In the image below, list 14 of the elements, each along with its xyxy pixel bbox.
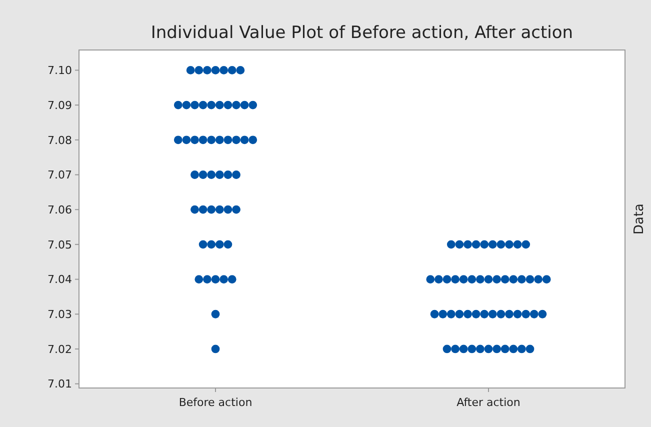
- chart-title: Individual Value Plot of Before action, After action: [150, 23, 574, 43]
- x-tick-label: Before action: [178, 396, 252, 409]
- y-tick-label: 7.08: [48, 134, 72, 147]
- y-tick-label: 7.01: [48, 378, 72, 391]
- y-tick-label: 7.10: [48, 64, 72, 78]
- y-tick-label: 7.02: [48, 342, 72, 356]
- y-tick-label: 7.06: [48, 203, 72, 216]
- y-tick-label: 7.04: [48, 273, 72, 286]
- y-tick-label: 7.05: [48, 238, 72, 252]
- y-axis-title: Data: [632, 203, 647, 235]
- y-tick-label: 7.03: [48, 308, 72, 321]
- y-tick-label: 7.07: [48, 168, 72, 182]
- y-tick-label: 7.09: [48, 98, 72, 112]
- x-tick-label: After action: [456, 396, 520, 409]
